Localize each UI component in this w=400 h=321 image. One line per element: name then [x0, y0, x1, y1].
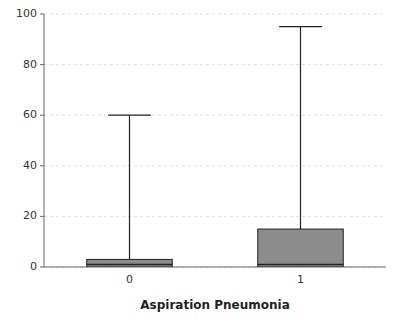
tick-mark	[40, 64, 44, 65]
tick-mark	[40, 165, 44, 166]
tick-mark	[40, 267, 44, 268]
grid-line	[44, 115, 386, 116]
x-axis-title: Aspiration Pneumonia	[140, 298, 289, 312]
tick-label: 40	[23, 159, 37, 172]
chart-container: 0 20 40 60 80 100 0 1 Aspiration Pneumonia	[0, 0, 400, 321]
chart: 0 20 40 60 80 100 0 1 Aspiration Pneumonia	[0, 0, 400, 321]
tick-label: 0	[30, 260, 37, 273]
median-line	[258, 264, 344, 266]
tick-label: 60	[23, 108, 37, 121]
grid-line	[44, 216, 386, 217]
grid-line	[44, 14, 386, 15]
tick-mark	[40, 115, 44, 116]
category-label: 1	[297, 273, 304, 286]
tick-label: 20	[23, 209, 37, 222]
y-axis	[44, 14, 45, 267]
box	[258, 229, 344, 267]
whisker-cap	[279, 26, 322, 27]
upper-whisker	[129, 115, 130, 259]
category-label: 0	[126, 273, 133, 286]
tick-mark	[40, 14, 44, 15]
upper-whisker	[300, 27, 301, 229]
plot-area	[87, 27, 344, 267]
median-line	[87, 264, 173, 266]
tick-label: 80	[23, 58, 37, 71]
whisker-cap	[108, 115, 151, 116]
grid-line	[44, 165, 386, 166]
tick-label: 100	[16, 7, 37, 20]
tick-mark	[40, 216, 44, 217]
box	[87, 259, 173, 267]
grid-line	[44, 64, 386, 65]
